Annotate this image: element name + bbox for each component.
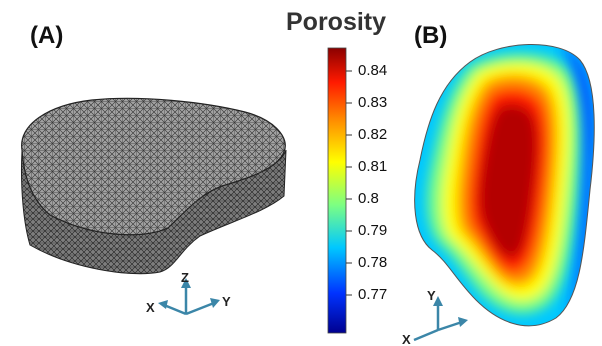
colorbar-ticks <box>346 70 352 296</box>
axis-triad-b: Y X <box>402 288 468 346</box>
colorbar-tick-label: 0.83 <box>358 94 388 111</box>
porosity-heatmap <box>414 44 595 326</box>
colorbar-tick-label: 0.78 <box>358 254 388 271</box>
colorbar-title: Porosity <box>286 8 387 36</box>
panel-label-a: (A) <box>30 22 64 49</box>
axis-label-y: Y <box>222 294 231 309</box>
axis-triad-a: Z X Y <box>146 270 231 316</box>
heatmap-outline <box>414 44 595 327</box>
axis-label-y: Y <box>427 288 436 303</box>
colorbar-tick-label: 0.77 <box>358 286 388 303</box>
meshed-scaffold-3d <box>20 97 287 275</box>
panel-label-b: (B) <box>414 22 448 49</box>
colorbar-tick-label: 0.84 <box>358 62 388 79</box>
axis-label-x: X <box>402 332 411 346</box>
axis-label-x: X <box>146 300 155 315</box>
colorbar-tick-label: 0.79 <box>358 222 388 239</box>
colorbar-tick-label: 0.8 <box>358 190 379 207</box>
colorbar-tick-label: 0.82 <box>358 126 388 143</box>
colorbar <box>327 47 347 334</box>
colorbar-tick-label: 0.81 <box>358 158 388 175</box>
axis-label-z: Z <box>181 270 189 285</box>
